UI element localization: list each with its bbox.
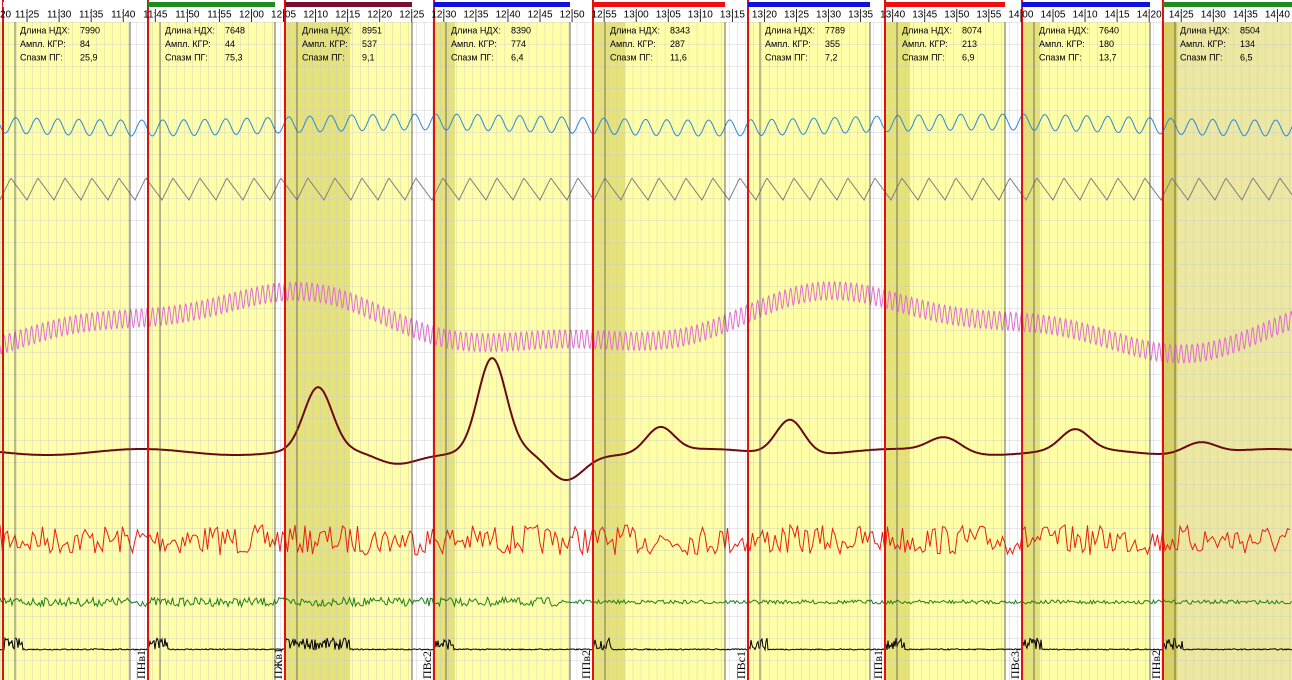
info-value: 9,1 bbox=[362, 52, 375, 62]
info-value: 8504 bbox=[1240, 25, 1260, 35]
info-value: 75,3 bbox=[225, 52, 243, 62]
info-value: 355 bbox=[825, 39, 840, 49]
info-value: 537 bbox=[362, 39, 377, 49]
segment-color-bar bbox=[885, 2, 1005, 7]
info-label: Спазм ПГ: bbox=[1180, 52, 1223, 62]
info-label: Спазм ПГ: bbox=[902, 52, 945, 62]
info-label: Спазм ПГ: bbox=[765, 52, 808, 62]
trace-red bbox=[0, 523, 1291, 557]
info-value: 8343 bbox=[670, 25, 690, 35]
segment-color-bar bbox=[285, 2, 412, 7]
info-value: 7648 bbox=[225, 25, 245, 35]
segment-color-bar bbox=[1022, 2, 1150, 7]
info-label: Ампл. КГР: bbox=[1180, 39, 1226, 49]
info-value: 7789 bbox=[825, 25, 845, 35]
segment-color-bar bbox=[148, 2, 275, 7]
info-value: 7,2 bbox=[825, 52, 838, 62]
info-value: 8390 bbox=[511, 25, 531, 35]
event-marker: ПЖв1 bbox=[271, 648, 285, 679]
info-value: 6,4 bbox=[511, 52, 524, 62]
event-marker: ПВс2 bbox=[420, 651, 434, 679]
info-value: 25,9 bbox=[80, 52, 98, 62]
segment-color-bar bbox=[434, 2, 570, 7]
info-value: 7990 bbox=[80, 25, 100, 35]
trace-pink bbox=[0, 280, 1292, 365]
info-value: 6,5 bbox=[1240, 52, 1253, 62]
info-label: Ампл. КГР: bbox=[1039, 39, 1085, 49]
info-label: Спазм ПГ: bbox=[165, 52, 208, 62]
info-label: Длина НДХ: bbox=[1039, 25, 1089, 35]
info-label: Спазм ПГ: bbox=[302, 52, 345, 62]
time-label: 20 bbox=[0, 10, 12, 21]
info-label: Ампл. КГР: bbox=[902, 39, 948, 49]
trace-maroon bbox=[0, 357, 1292, 481]
trace-green bbox=[0, 595, 1292, 609]
info-label: Длина НДХ: bbox=[902, 25, 952, 35]
info-label: Длина НДХ: bbox=[165, 25, 215, 35]
info-value: 180 bbox=[1099, 39, 1114, 49]
info-label: Длина НДХ: bbox=[302, 25, 352, 35]
event-marker: ПВс1 bbox=[734, 651, 748, 679]
info-label: Длина НДХ: bbox=[451, 25, 501, 35]
info-label: Спазм ПГ: bbox=[1039, 52, 1082, 62]
info-value: 44 bbox=[225, 39, 235, 49]
segment-color-bar bbox=[748, 2, 870, 7]
info-label: Длина НДХ: bbox=[610, 25, 660, 35]
info-value: 213 bbox=[962, 39, 977, 49]
trace-black bbox=[0, 636, 1292, 652]
info-label: Длина НДХ: bbox=[765, 25, 815, 35]
info-value: 7640 bbox=[1099, 25, 1119, 35]
event-marker: ПВс3 bbox=[1008, 651, 1022, 679]
info-value: 6,9 bbox=[962, 52, 975, 62]
info-label: Ампл. КГР: bbox=[610, 39, 656, 49]
grid bbox=[0, 22, 1292, 680]
info-value: 13,7 bbox=[1099, 52, 1117, 62]
info-value: 287 bbox=[670, 39, 685, 49]
info-value: 84 bbox=[80, 39, 90, 49]
segment-color-bar bbox=[1163, 2, 1292, 7]
info-value: 774 bbox=[511, 39, 526, 49]
info-label: Ампл. КГР: bbox=[165, 39, 211, 49]
event-marker: ППв1 bbox=[871, 650, 885, 679]
info-label: Спазм ПГ: bbox=[20, 52, 63, 62]
segment-color-bar bbox=[593, 2, 725, 7]
info-value: 134 bbox=[1240, 39, 1255, 49]
event-marker: ППв2 bbox=[579, 650, 593, 679]
info-label: Ампл. КГР: bbox=[20, 39, 66, 49]
event-marker: ПНв1 bbox=[134, 650, 148, 679]
info-label: Спазм ПГ: bbox=[451, 52, 494, 62]
info-label: Ампл. КГР: bbox=[451, 39, 497, 49]
info-label: Ампл. КГР: bbox=[302, 39, 348, 49]
event-marker: ПНв2 bbox=[1149, 650, 1163, 679]
trace-gray bbox=[0, 177, 1292, 201]
trace-blue bbox=[0, 113, 1292, 137]
info-value: 8074 bbox=[962, 25, 982, 35]
waveforms bbox=[0, 113, 1292, 652]
info-label: Длина НДХ: bbox=[1180, 25, 1230, 35]
info-label: Длина НДХ: bbox=[20, 25, 70, 35]
info-label: Ампл. КГР: bbox=[765, 39, 811, 49]
segment-color-bar bbox=[3, 2, 130, 7]
info-value: 8951 bbox=[362, 25, 382, 35]
info-value: 11,6 bbox=[670, 52, 687, 62]
info-label: Спазм ПГ: bbox=[610, 52, 653, 62]
